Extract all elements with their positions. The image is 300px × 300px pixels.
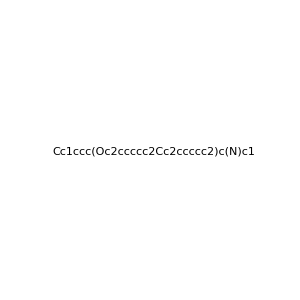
Text: Cc1ccc(Oc2ccccc2Cc2ccccc2)c(N)c1: Cc1ccc(Oc2ccccc2Cc2ccccc2)c(N)c1	[52, 146, 255, 157]
